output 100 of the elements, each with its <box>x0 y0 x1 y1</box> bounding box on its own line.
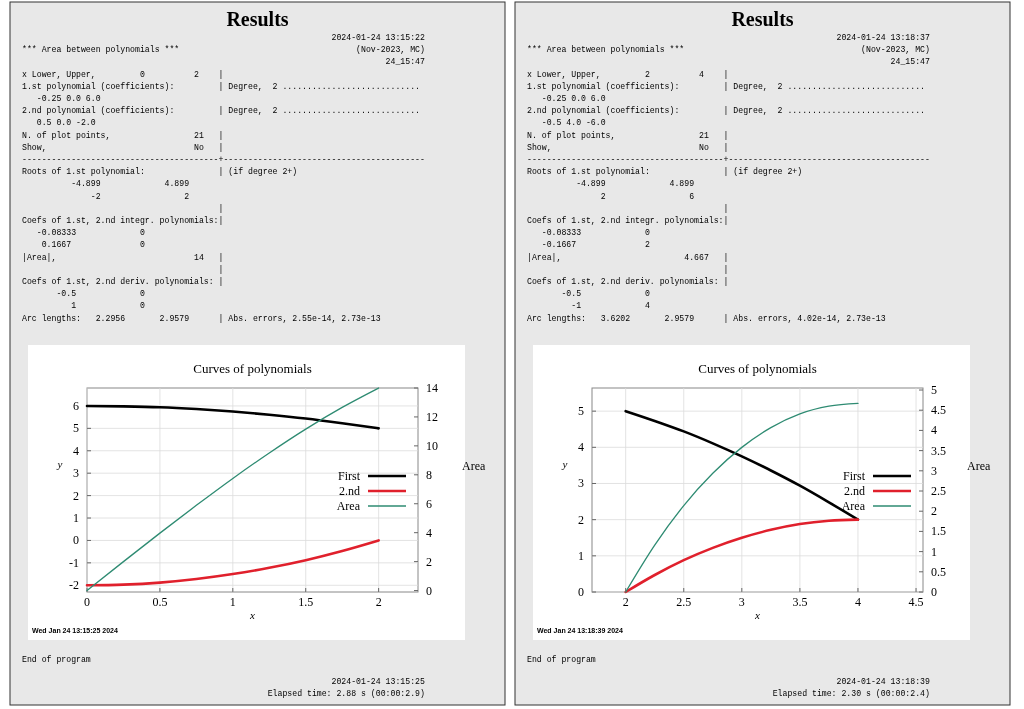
text: 1 0 <box>22 301 145 311</box>
text: -0.08333 0 <box>22 228 145 238</box>
y2-tick-label: 1 <box>931 544 937 559</box>
y-tick-label: 6 <box>73 398 79 413</box>
y2-tick-label: 2.5 <box>931 484 946 499</box>
legend-label: 2.nd <box>844 484 865 498</box>
text: N. of plot points, 21 | <box>527 130 729 140</box>
y-tick-label: 2 <box>578 512 584 527</box>
y2-tick-label: 3 <box>931 463 937 478</box>
text: *** Area between polynomials *** (Nov-2023, MC) <box>22 45 425 55</box>
line-series <box>85 404 380 430</box>
y-tick-label: 5 <box>73 421 79 436</box>
x-tick-label: 0.5 <box>152 595 168 609</box>
x-tick-label: 0 <box>84 595 90 609</box>
text: | <box>22 264 224 274</box>
text: 0.1667 0 <box>22 240 145 250</box>
x-tick-label: 3 <box>738 595 745 609</box>
text: Results <box>731 8 794 30</box>
text: 2.nd polynomial (coefficients): | Degree, 2 ............................ <box>527 106 925 116</box>
y2-tick-label: 8 <box>426 467 432 482</box>
y-tick-label: 4 <box>578 440 584 455</box>
y-tick-label: 0 <box>73 533 79 548</box>
y2-tick-label: 2 <box>426 554 432 569</box>
text: -0.25 0.0 6.0 <box>22 94 101 103</box>
y2-tick-label: 4.5 <box>931 403 946 418</box>
text: Coefs of 1.st, 2.nd deriv. polynomials: | <box>22 277 224 286</box>
y-tick-label: 3 <box>73 466 79 481</box>
text: Elapsed time: 2.88 s (00:00:2.9) <box>22 689 425 698</box>
y-tick-label: 2 <box>73 488 79 503</box>
chart-title: Curves of polynomials <box>698 361 817 376</box>
text: | <box>527 203 729 213</box>
y2-tick-label: 12 <box>426 409 438 424</box>
y-axis-title: y <box>561 458 568 470</box>
x-tick-label: 1.5 <box>298 595 314 609</box>
x-axis-title: x <box>249 609 256 621</box>
y2-axis-title: Area <box>462 459 486 473</box>
x-tick-label: 2 <box>375 595 382 609</box>
x-tick-label: 4.5 <box>908 595 924 609</box>
chart-title: Curves of polynomials <box>193 361 312 376</box>
legend-label: First <box>842 469 866 483</box>
y-tick-label: 4 <box>73 443 79 458</box>
text: 2024-01-24 13:15:25 <box>22 677 425 686</box>
text: 0.5 0.0 -2.0 <box>22 118 96 128</box>
text: *** Area between polynomials *** (Nov-2023, MC) <box>527 45 930 55</box>
text: 2024-01-24 13:15:22 <box>22 33 425 42</box>
y-axis-title: y <box>56 458 63 470</box>
x-tick-label: 2 <box>622 595 629 609</box>
text: End of program <box>22 655 91 664</box>
text: 2 6 <box>527 191 695 201</box>
legend-label: 2.nd <box>339 484 360 498</box>
text: x Lower, Upper, 2 4 | <box>527 69 729 79</box>
text: -0.1667 2 <box>527 240 650 250</box>
text: -1 4 <box>527 301 650 311</box>
text: ----------------------------------------+----------------------------------------- <box>527 155 930 164</box>
text: -0.08333 0 <box>527 228 650 238</box>
y2-tick-label: 4 <box>931 423 937 438</box>
text: Coefs of 1.st, 2.nd integr. polynomials:| <box>527 216 729 225</box>
text: 2024-01-24 13:18:37 <box>527 33 930 42</box>
x-tick-label: 3.5 <box>792 595 808 609</box>
x-axis-title: x <box>754 609 761 621</box>
text: Coefs of 1.st, 2.nd integr. polynomials:| <box>22 216 224 225</box>
y2-tick-label: 2 <box>931 504 937 519</box>
text: Show, No | <box>22 142 224 152</box>
text: End of program <box>527 655 596 664</box>
text: Coefs of 1.st, 2.nd deriv. polynomials: | <box>527 277 729 286</box>
text: Arc lengths: 2.2956 2.9579 | Abs. errors, 2.55e-14, 2.73e-13 <box>22 313 381 323</box>
y2-tick-label: 1.5 <box>931 524 946 539</box>
text: ----------------------------------------+----------------------------------------- <box>22 155 425 164</box>
y2-tick-label: 5 <box>931 383 937 398</box>
y2-tick-label: 14 <box>426 381 438 395</box>
y-tick-label: 5 <box>578 404 584 419</box>
text: 24_15:47 <box>527 57 930 67</box>
text: Elapsed time: 2.30 s (00:00:2.4) <box>527 689 930 698</box>
text: | <box>527 264 729 274</box>
text: Roots of 1.st polynomial: | (if degree 2+) <box>527 167 803 177</box>
line-series <box>624 518 860 594</box>
y-tick-label: 3 <box>578 476 584 491</box>
text: -0.5 0 <box>22 289 145 299</box>
text: N. of plot points, 21 | <box>22 130 224 140</box>
text: -0.5 4.0 -6.0 <box>527 118 606 128</box>
y2-tick-label: 3.5 <box>931 443 946 458</box>
text: -2 2 <box>22 191 190 201</box>
y-tick-label: 0 <box>578 585 584 599</box>
text: Show, No | <box>527 142 729 152</box>
text: Roots of 1.st polynomial: | (if degree 2+) <box>22 167 298 177</box>
text: -0.25 0.0 6.0 <box>527 94 606 103</box>
text: Results <box>226 8 289 30</box>
x-tick-label: 4 <box>854 595 861 609</box>
legend-label: Area <box>841 499 866 513</box>
x-tick-label: 1 <box>229 595 236 609</box>
text: -0.5 0 <box>527 289 650 299</box>
y2-axis-title: Area <box>967 459 991 473</box>
text: -4.899 4.899 <box>527 179 695 189</box>
y-tick-label: -2 <box>69 578 79 593</box>
text: 2.nd polynomial (coefficients): | Degree, 2 ............................ <box>22 106 420 116</box>
line-series <box>85 539 380 587</box>
text: -4.899 4.899 <box>22 179 190 189</box>
y2-tick-label: 10 <box>426 438 438 453</box>
y-tick-label: 1 <box>578 548 584 563</box>
text: |Area|, 14 | <box>22 252 224 262</box>
